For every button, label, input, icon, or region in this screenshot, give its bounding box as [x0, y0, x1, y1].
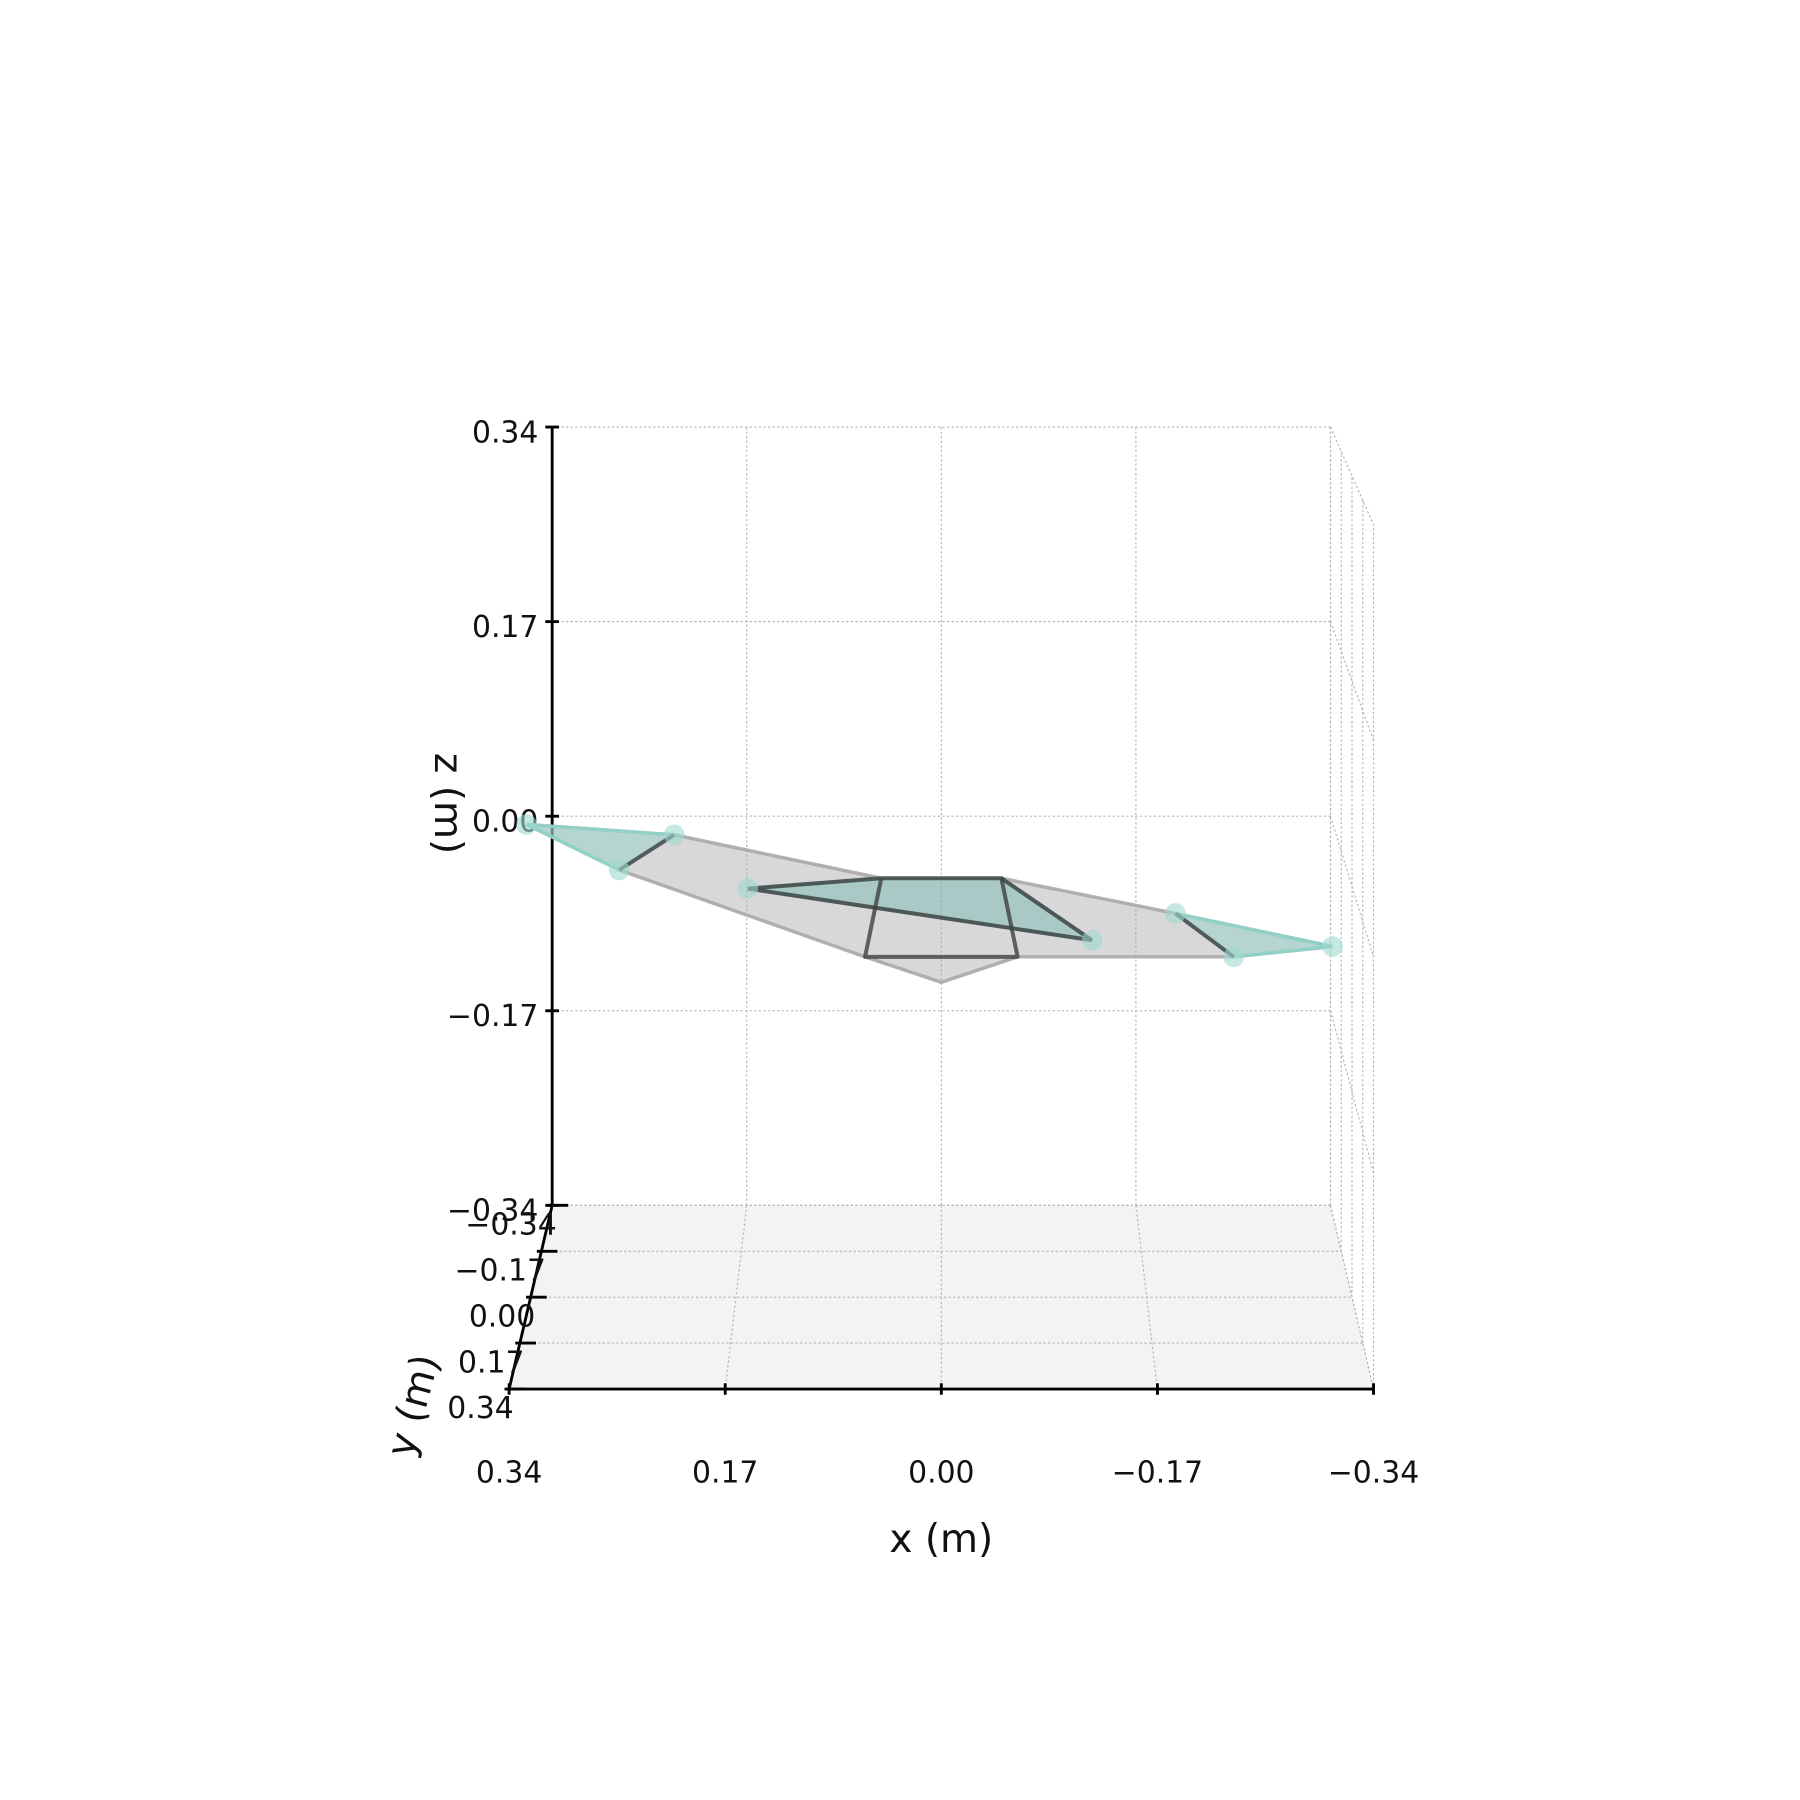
x-tick-label: −0.34: [1328, 1455, 1419, 1490]
mesh-edge: [1000, 876, 1094, 942]
grid-line: [1329, 426, 1375, 525]
y-tick-label: 0.00: [469, 1299, 535, 1334]
z-tick-label: 0.34: [472, 415, 538, 450]
mesh-edge: [618, 833, 676, 872]
grid-line: [1329, 1205, 1375, 1390]
y-tick-label: 0.34: [447, 1391, 513, 1426]
z-tick-label: 0.17: [472, 610, 538, 645]
point: [608, 859, 630, 881]
y-axis-label: y (m): [378, 1350, 448, 1462]
point: [1165, 903, 1186, 924]
point: [737, 878, 759, 899]
x-tick-label: 0.00: [908, 1455, 974, 1490]
point: [663, 824, 685, 846]
grid-line: [724, 1205, 748, 1390]
x-tick-label: 0.17: [692, 1455, 758, 1490]
z-axis-label: z (m): [425, 753, 470, 854]
grid-line: [1329, 1010, 1375, 1174]
y-tick-label: −0.17: [455, 1253, 546, 1288]
point: [1322, 936, 1343, 957]
mesh-edge: [863, 876, 1020, 959]
y-tick-label: 0.17: [458, 1345, 524, 1380]
x-axis-label: x (m): [889, 1517, 993, 1562]
point: [1081, 929, 1103, 951]
mesh-edge: [747, 876, 882, 891]
x-tick-label: 0.34: [476, 1455, 542, 1490]
mesh-edge: [747, 886, 1093, 943]
y-tick-label: −0.34: [465, 1208, 556, 1243]
x-tick-label: −0.17: [1112, 1455, 1203, 1490]
z-tick-label: −0.34: [447, 1194, 538, 1229]
point: [516, 814, 537, 835]
z-tick-label: −0.17: [447, 999, 538, 1034]
mesh-edge: [1174, 911, 1235, 959]
point: [1223, 946, 1245, 968]
